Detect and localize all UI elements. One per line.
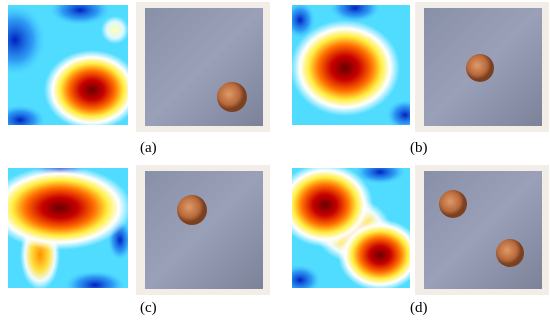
panel-label: (a) <box>140 140 157 156</box>
photo <box>136 2 270 132</box>
photo <box>415 2 549 132</box>
panel-label: (c) <box>140 300 157 316</box>
photo <box>136 165 270 295</box>
panel-label: (d) <box>410 300 428 316</box>
heatmap <box>8 5 128 125</box>
heatmap <box>8 168 128 288</box>
photo <box>415 165 549 295</box>
heatmap <box>292 5 410 125</box>
panel-label: (b) <box>410 140 428 156</box>
heatmap <box>292 168 410 288</box>
